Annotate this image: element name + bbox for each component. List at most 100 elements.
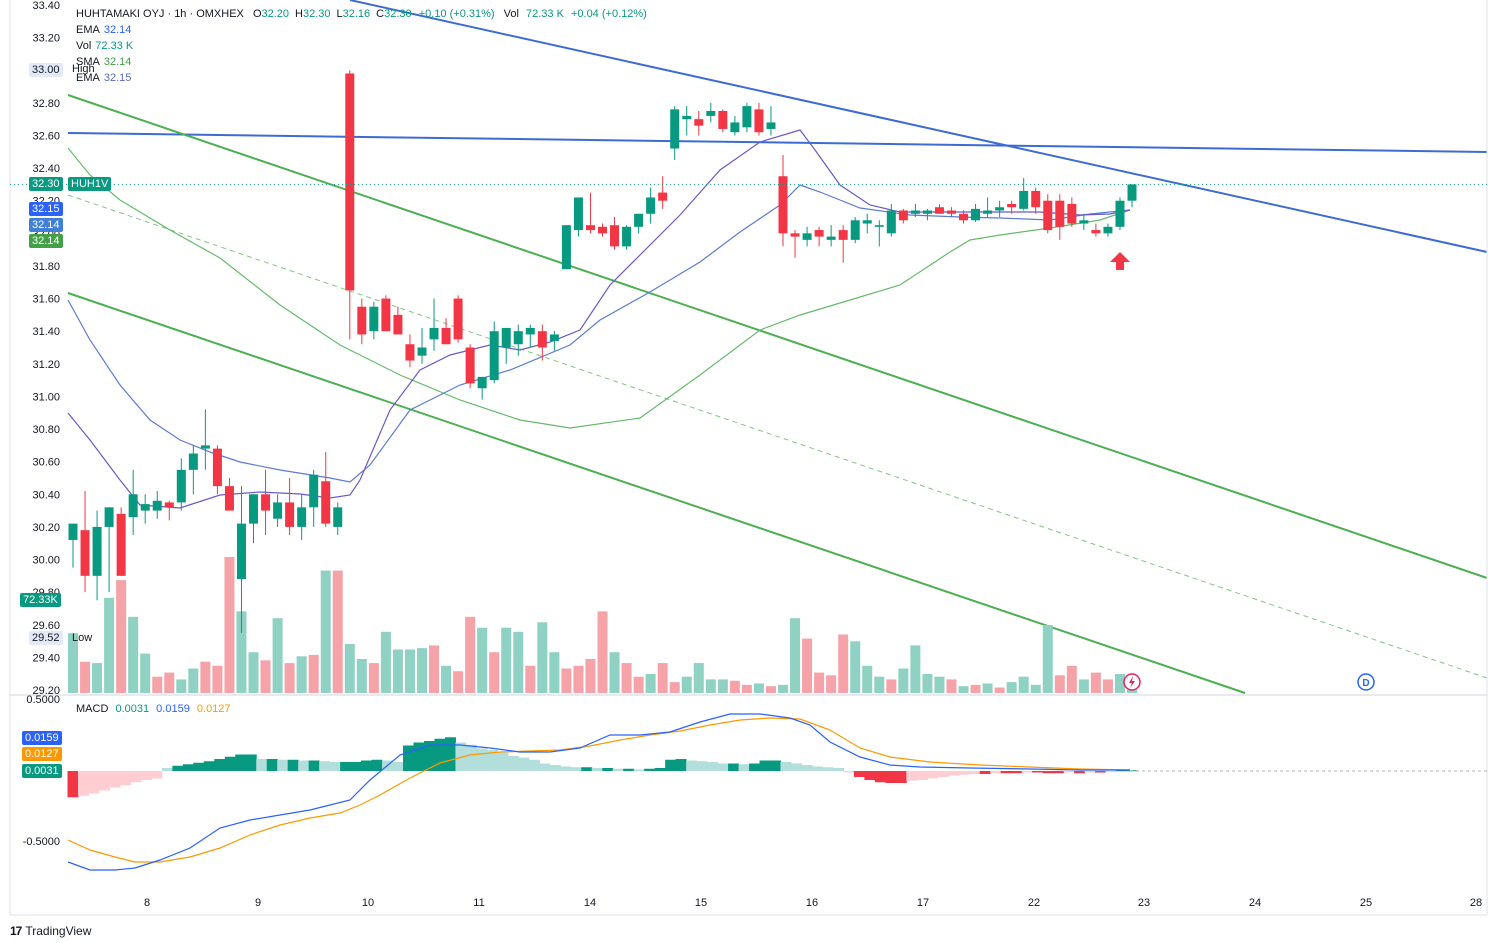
macd-hist-bar — [843, 771, 855, 773]
volume-bar — [92, 663, 103, 693]
volume-bar — [453, 671, 464, 693]
last-price-tag: 32.30 — [29, 177, 63, 191]
volume-bar — [1030, 684, 1041, 693]
candle-body — [224, 486, 234, 511]
volume-bar — [874, 676, 885, 693]
macd-hist-bar — [277, 759, 289, 771]
volume-bar — [104, 597, 115, 693]
candle-body — [934, 207, 944, 214]
volume-bar — [164, 672, 175, 693]
volume-bar — [296, 656, 307, 693]
volume-bar — [380, 631, 391, 693]
price-tick: 30.40 — [32, 489, 60, 501]
candle-body — [1091, 230, 1101, 234]
change-value: +0.10 (+0.31%) — [418, 8, 495, 20]
macd-hist-bar — [738, 764, 750, 771]
volume-bar — [308, 654, 319, 693]
candle-body — [273, 502, 283, 519]
price-tick: 32.60 — [32, 130, 60, 142]
macd-hist-bar — [885, 771, 897, 783]
macd-hist-bar — [203, 761, 215, 771]
price-tick: 31.40 — [32, 326, 60, 338]
volume-bar — [970, 684, 981, 693]
volume-bar — [248, 652, 259, 693]
macd-hist-bar — [581, 767, 593, 771]
volume-bar — [778, 684, 789, 693]
time-tick: 15 — [695, 897, 707, 909]
volume-bar — [68, 633, 78, 693]
price-tick: 30.20 — [32, 522, 60, 534]
candle-body — [706, 111, 716, 116]
ohlc-o: O32.20 — [252, 8, 290, 20]
candle-body — [200, 445, 210, 449]
macd-hist-bar — [1042, 771, 1054, 774]
volume-bar — [537, 622, 548, 693]
macd-hist-bar — [287, 759, 299, 771]
macd-label: MACD — [76, 703, 109, 715]
volume-bar — [260, 660, 271, 693]
candle-body — [971, 208, 981, 221]
volume-bar — [1114, 673, 1125, 693]
macd-hist-bar — [906, 771, 918, 781]
price-tick: 32.80 — [32, 98, 60, 110]
volume-bar — [200, 661, 211, 693]
macd-hist-bar — [969, 771, 981, 774]
candle-body — [501, 327, 511, 348]
volume-bar — [140, 653, 151, 693]
candle-body — [766, 122, 776, 129]
candle-body — [1103, 226, 1113, 234]
macd-hist-bar — [256, 759, 268, 771]
macd-hist-bar — [423, 741, 435, 771]
volume-bar — [621, 663, 632, 693]
price-tick: 32.40 — [32, 163, 60, 175]
price-tick: 29.20 — [32, 685, 60, 697]
time-tick: 17 — [917, 897, 929, 909]
macd-hist-bar — [1032, 771, 1044, 773]
trendline-green_dash — [67, 194, 1488, 679]
macd-pane — [67, 713, 1138, 871]
candle-body — [718, 111, 728, 129]
ema-slow-line — [67, 184, 1131, 483]
volume-bar — [80, 661, 91, 693]
candle-body — [128, 494, 138, 518]
macd-line-value: 0.0159 — [156, 703, 190, 715]
volume-bar — [765, 686, 776, 693]
vol-value: 72.33 K — [525, 8, 564, 20]
macd-hist-bar — [623, 768, 635, 771]
macd-hist-bar — [811, 766, 823, 771]
symbol-title: HUHTAMAKI OYJ · 1h · OMXHEX — [76, 8, 244, 20]
volume-bar — [501, 627, 512, 693]
signal-line — [67, 717, 1131, 863]
tradingview-logo[interactable]: 17 TradingView — [10, 924, 91, 938]
volume-bar — [284, 663, 295, 693]
candle-body — [874, 225, 884, 227]
macd-hist-bar — [371, 759, 383, 771]
candle-body — [309, 474, 319, 508]
price-tick: 33.20 — [32, 33, 60, 45]
time-tick: 11 — [473, 897, 484, 909]
macd-hist-bar — [654, 768, 666, 771]
candle-body — [1055, 200, 1065, 227]
ohlc-values: O32.20 H32.30 L32.16 C32.30 — [247, 8, 412, 20]
macd-tick: 0.5000 — [26, 694, 60, 706]
indicator-sma-2: SMA 32.14 — [76, 56, 132, 68]
price-tick: 31.00 — [32, 391, 60, 403]
candle-body — [1115, 200, 1125, 227]
candle-body — [634, 213, 644, 227]
macd-hist-bar — [790, 763, 802, 771]
volume-bar — [1066, 665, 1077, 693]
macd-hist-bar — [329, 762, 341, 771]
candle-body — [261, 494, 271, 511]
candle-body — [489, 331, 499, 381]
macd-hist-bar — [308, 760, 320, 771]
macd-hist-bar — [528, 759, 540, 771]
candle-body — [646, 197, 656, 214]
macd-hist-bar — [1095, 771, 1107, 773]
macd-hist-bar — [602, 768, 614, 771]
volume-bar — [717, 679, 728, 693]
candle-body — [249, 494, 259, 524]
volume-bar — [910, 645, 921, 693]
candle-body — [946, 210, 956, 214]
macd-hist-bar — [67, 771, 79, 798]
